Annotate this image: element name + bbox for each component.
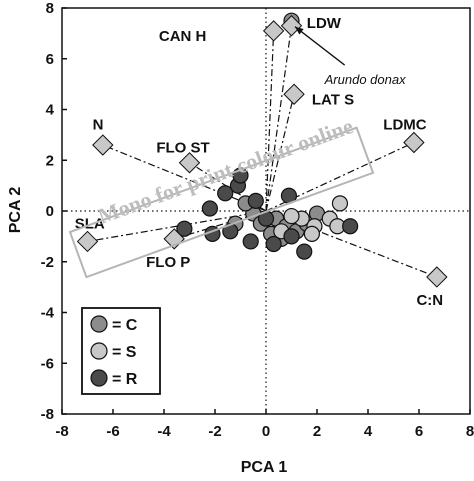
- trait-marker: [178, 152, 201, 174]
- species-annotation-label: Arundo donax: [324, 72, 406, 87]
- data-point-s: [283, 207, 300, 225]
- trait-label: N: [93, 117, 104, 134]
- trait-label: C:N: [416, 292, 443, 309]
- data-point-s: [303, 225, 320, 242]
- y-tick-label: -4: [41, 305, 55, 322]
- trait-label: CAN H: [159, 28, 207, 45]
- data-point-r: [201, 200, 218, 217]
- legend-marker: [90, 369, 108, 387]
- trait-vector-line: [265, 30, 275, 212]
- trait-label: FLO ST: [156, 140, 209, 157]
- trait-marker: [280, 15, 303, 37]
- data-point-r: [265, 235, 282, 253]
- x-tick-label: 6: [415, 423, 423, 440]
- annotation-arrow-line: [294, 26, 346, 66]
- y-tick-label: -8: [41, 406, 54, 423]
- data-point-s: [331, 195, 349, 212]
- trait-marker: [262, 20, 285, 42]
- x-tick-label: 8: [466, 423, 474, 440]
- trait-label: FLO P: [146, 254, 190, 271]
- species-annotation: Arundo donax: [294, 26, 406, 87]
- y-tick-label: 0: [46, 203, 54, 220]
- data-point-r: [217, 185, 234, 202]
- x-axis-ticks: -8 -6 -4 -2 0 2 4 6 8: [55, 409, 474, 440]
- annotation-arrow-head: [294, 26, 304, 35]
- data-point-r: [247, 192, 264, 209]
- trait-label: LAT S: [312, 91, 354, 108]
- legend-label: = S: [112, 344, 137, 361]
- trait-label: LDW: [307, 15, 342, 32]
- legend-marker: [90, 342, 108, 360]
- watermark-box: [68, 126, 375, 279]
- x-tick-label: -6: [106, 423, 119, 440]
- trait-vector-line: [265, 25, 293, 212]
- trait-markers: [76, 15, 448, 288]
- y-axis-ticks: -8 -6 -4 -2 0 2 4 6 8: [41, 0, 67, 423]
- y-tick-label: -2: [41, 254, 54, 271]
- x-tick-label: 4: [364, 423, 373, 440]
- data-point-r: [296, 243, 313, 260]
- legend-label: = R: [112, 371, 138, 388]
- trait-marker: [403, 131, 425, 154]
- y-tick-label: 2: [46, 152, 54, 169]
- x-tick-label: -2: [208, 423, 221, 440]
- trait-vector-line: [265, 141, 415, 212]
- x-tick-label: 0: [262, 423, 270, 440]
- y-tick-label: 6: [46, 51, 54, 68]
- trait-marker: [426, 266, 448, 288]
- data-point-r: [242, 233, 259, 250]
- data-point-r: [342, 218, 359, 235]
- y-tick-label: 4: [46, 102, 55, 119]
- data-point-r: [283, 228, 300, 245]
- legend: = C = S = R: [81, 307, 161, 395]
- legend-marker: [90, 315, 108, 333]
- trait-marker: [283, 83, 305, 105]
- x-tick-label: 2: [313, 423, 321, 440]
- trait-vector-line: [102, 144, 267, 212]
- y-tick-label: -6: [41, 355, 54, 372]
- legend-label: = C: [112, 317, 138, 334]
- x-tick-label: -4: [157, 423, 171, 440]
- x-tick-label: -8: [55, 423, 68, 440]
- trait-marker: [92, 134, 114, 156]
- data-point-r: [176, 220, 193, 237]
- trait-vector-line: [265, 94, 295, 212]
- y-axis-title: PCA 2: [7, 187, 24, 234]
- y-tick-label: 8: [46, 0, 54, 17]
- trait-marker: [76, 230, 99, 253]
- trait-label: LDMC: [383, 117, 426, 134]
- x-axis-title: PCA 1: [241, 459, 288, 476]
